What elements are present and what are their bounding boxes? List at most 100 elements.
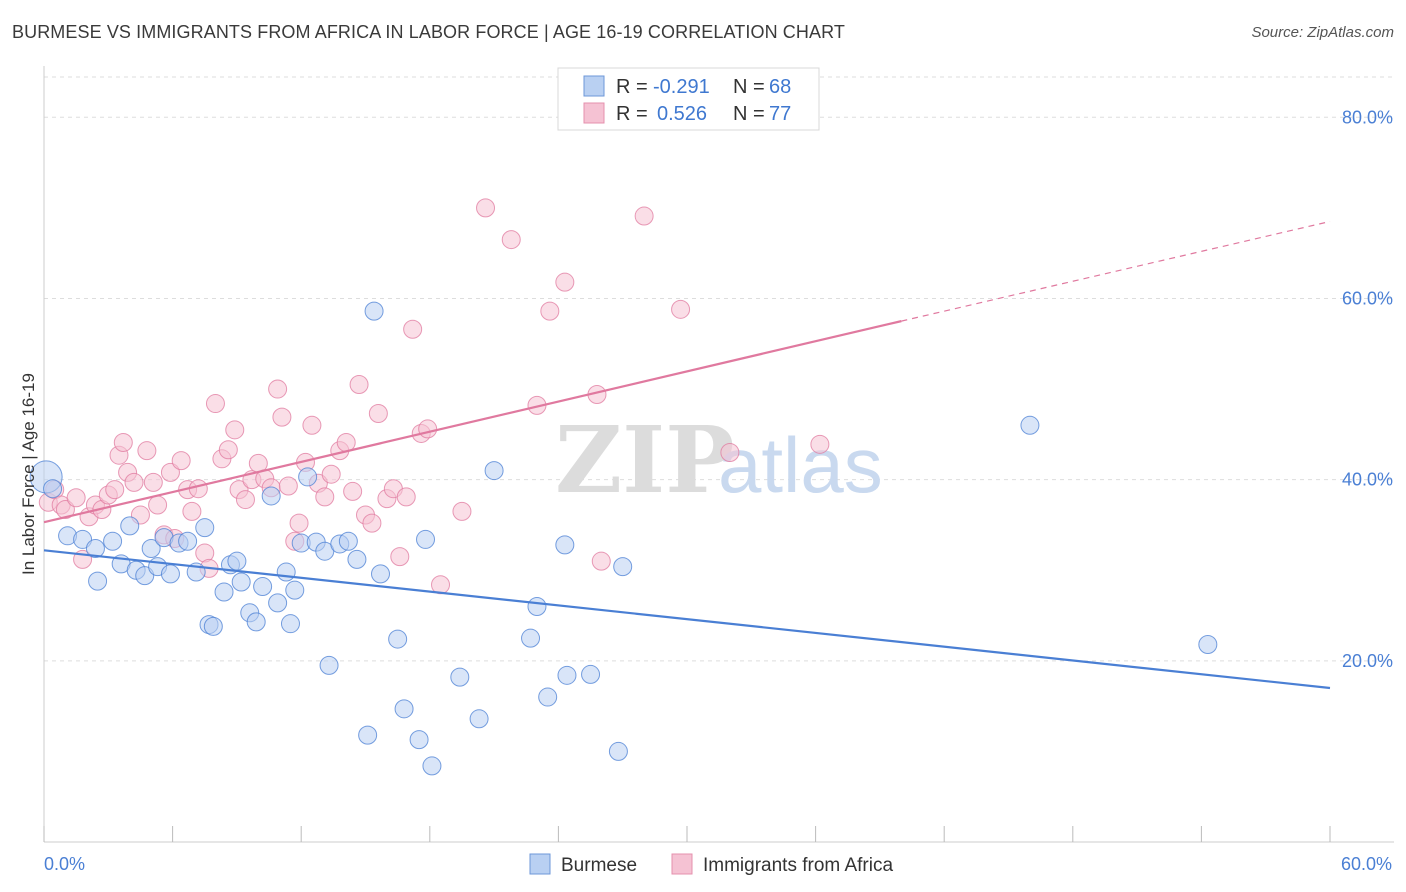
- point-africa: [810, 434, 830, 454]
- point-burmese: [253, 577, 273, 597]
- trend-line-africa-extension: [901, 220, 1331, 322]
- point-burmese: [409, 730, 429, 750]
- point-africa: [501, 230, 521, 250]
- point-africa: [188, 479, 208, 499]
- point-burmese: [613, 557, 633, 577]
- point-burmese: [160, 564, 180, 584]
- point-burmese: [422, 756, 442, 776]
- point-africa: [452, 501, 472, 521]
- y-tick-label: 40.0%: [1342, 470, 1393, 490]
- y-tick-label: 80.0%: [1342, 107, 1393, 127]
- point-africa: [634, 206, 654, 226]
- point-burmese: [338, 531, 358, 551]
- point-burmese: [1020, 415, 1040, 435]
- bottom-legend-swatch-burmese: [529, 853, 551, 875]
- trend-lines: [43, 220, 1331, 690]
- point-africa: [302, 415, 322, 435]
- point-africa: [218, 440, 238, 460]
- point-africa: [591, 551, 611, 571]
- point-africa: [720, 442, 740, 462]
- point-burmese: [581, 664, 601, 684]
- point-africa: [143, 472, 163, 492]
- point-burmese: [227, 551, 247, 571]
- grid: [44, 76, 1394, 662]
- axes: [43, 66, 1394, 843]
- source-label: Source: ZipAtlas.com: [1251, 24, 1394, 41]
- point-burmese: [195, 518, 215, 538]
- point-burmese: [608, 741, 628, 761]
- chart-title: BURMESE VS IMMIGRANTS FROM AFRICA IN LAB…: [12, 22, 845, 42]
- point-burmese: [135, 566, 155, 586]
- legend-r-value-burmese: -0.291: [653, 76, 710, 98]
- point-burmese: [298, 467, 318, 487]
- point-burmese: [364, 301, 384, 321]
- point-africa: [137, 441, 157, 461]
- point-burmese: [103, 531, 123, 551]
- point-burmese: [141, 538, 161, 558]
- point-burmese: [469, 709, 489, 729]
- point-burmese: [120, 516, 140, 536]
- point-burmese: [555, 535, 575, 555]
- point-africa: [396, 487, 416, 507]
- point-burmese: [231, 572, 251, 592]
- point-africa: [321, 464, 341, 484]
- point-africa: [476, 198, 496, 218]
- point-africa: [124, 472, 144, 492]
- top-legend: R = -0.291 N = 68 R = 0.526 N = 77: [557, 67, 820, 131]
- x-tick-label-max: 60.0%: [1341, 854, 1392, 874]
- point-africa: [105, 480, 125, 500]
- point-africa: [390, 547, 410, 567]
- point-africa: [418, 419, 438, 439]
- y-tick-labels: 20.0% 40.0% 60.0% 80.0%: [1342, 107, 1393, 671]
- point-burmese: [285, 580, 305, 600]
- point-africa: [272, 407, 292, 427]
- point-burmese: [268, 593, 288, 613]
- watermark-atlas: atlas: [718, 421, 883, 509]
- bottom-legend: Burmese Immigrants from Africa: [529, 853, 893, 876]
- point-burmese: [527, 596, 547, 616]
- point-burmese: [319, 655, 339, 675]
- legend-n-label-africa: N =: [733, 103, 765, 125]
- point-africa: [171, 451, 191, 471]
- point-burmese: [214, 582, 234, 602]
- point-burmese: [73, 529, 93, 549]
- point-africa: [278, 476, 298, 496]
- point-africa: [160, 462, 180, 482]
- point-africa: [66, 488, 86, 508]
- point-africa: [113, 433, 133, 453]
- point-africa: [148, 495, 168, 515]
- bottom-legend-swatch-africa: [671, 853, 693, 875]
- point-africa: [289, 513, 309, 533]
- point-africa: [403, 319, 423, 339]
- point-burmese: [246, 612, 266, 632]
- y-tick-label: 60.0%: [1342, 288, 1393, 308]
- bottom-legend-label-africa: Immigrants from Africa: [703, 855, 893, 876]
- point-burmese: [521, 628, 541, 648]
- watermark: ZIP atlas: [555, 406, 883, 514]
- point-burmese: [261, 486, 281, 506]
- point-africa: [225, 420, 245, 440]
- point-burmese: [394, 699, 414, 719]
- y-axis-label: In Labor Force | Age 16-19: [19, 373, 38, 575]
- point-burmese: [484, 461, 504, 481]
- bottom-legend-label-burmese: Burmese: [561, 855, 637, 876]
- trend-line-africa: [43, 320, 902, 524]
- point-burmese: [450, 667, 470, 687]
- point-burmese: [88, 571, 108, 591]
- point-burmese: [416, 529, 436, 549]
- watermark-zip: ZIP: [555, 406, 734, 514]
- point-africa: [182, 501, 202, 521]
- point-africa: [368, 404, 388, 424]
- point-burmese: [388, 629, 408, 649]
- point-africa: [671, 299, 691, 319]
- point-burmese: [538, 687, 558, 707]
- point-africa: [343, 481, 363, 501]
- y-tick-label: 20.0%: [1342, 651, 1393, 671]
- point-africa: [555, 272, 575, 292]
- point-africa: [205, 394, 225, 414]
- point-burmese: [347, 549, 367, 569]
- point-africa: [362, 513, 382, 533]
- legend-swatch-burmese: [583, 75, 605, 97]
- point-burmese: [280, 614, 300, 634]
